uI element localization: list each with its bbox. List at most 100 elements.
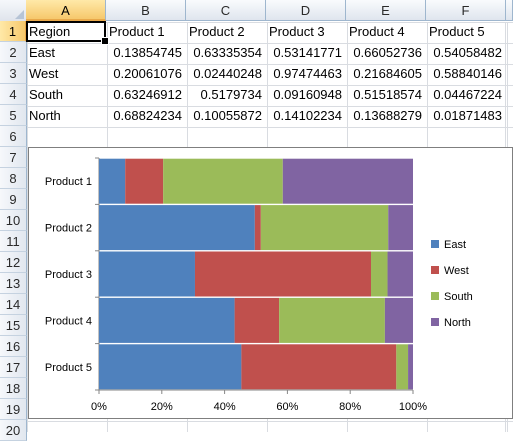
row-header-12[interactable]: 12 <box>0 252 27 273</box>
bar-south-1 <box>163 158 283 204</box>
category-label: Product 1 <box>45 176 92 188</box>
column-header-d[interactable]: D <box>266 0 346 21</box>
cell-c1[interactable]: Product 2 <box>189 24 245 39</box>
column-header-a[interactable]: A <box>26 0 106 21</box>
bar-west-1 <box>125 158 164 204</box>
bar-east-1 <box>99 158 126 204</box>
row-header-1[interactable]: 1 <box>0 21 27 42</box>
row-header-11[interactable]: 11 <box>0 231 27 252</box>
cell-d3[interactable]: 0.97474463 <box>273 66 342 81</box>
cell-d2[interactable]: 0.53141771 <box>273 45 342 60</box>
cell-a4[interactable]: South <box>29 87 63 102</box>
legend-swatch-south <box>431 292 439 300</box>
legend-swatch-east <box>431 240 439 248</box>
bar-west-3 <box>194 251 371 297</box>
cell-e4[interactable]: 0.51518574 <box>353 87 422 102</box>
cell-b5[interactable]: 0.68824234 <box>113 108 182 123</box>
row-header-14[interactable]: 14 <box>0 294 27 315</box>
cell-a3[interactable]: West <box>29 66 59 81</box>
bar-west-5 <box>241 344 397 390</box>
value-tick-label: 100% <box>399 401 427 413</box>
row-header-15[interactable]: 15 <box>0 315 27 336</box>
row-header-7[interactable]: 7 <box>0 147 27 168</box>
cell-c2[interactable]: 0.63335354 <box>193 45 262 60</box>
row-header-6[interactable]: 6 <box>0 126 27 147</box>
cell-a5[interactable]: North <box>29 108 61 123</box>
legend-label-south: South <box>444 291 473 303</box>
cell-c5[interactable]: 0.10055872 <box>193 108 262 123</box>
value-tick-label: 40% <box>214 401 236 413</box>
cell-e2[interactable]: 0.66052736 <box>353 45 422 60</box>
row-header-5[interactable]: 5 <box>0 105 27 126</box>
category-label: Product 4 <box>45 315 92 327</box>
row-header-20[interactable]: 20 <box>0 420 27 441</box>
bar-east-3 <box>99 251 195 297</box>
cell-f4[interactable]: 0.04467224 <box>433 87 502 102</box>
legend-swatch-west <box>431 266 439 274</box>
cell-f3[interactable]: 0.58840146 <box>433 66 502 81</box>
cell-b1[interactable]: Product 1 <box>109 24 165 39</box>
row-header-3[interactable]: 3 <box>0 63 27 84</box>
value-tick-label: 80% <box>339 401 361 413</box>
cell-a2[interactable]: East <box>29 45 56 60</box>
value-tick-label: 0% <box>91 401 107 413</box>
row-header-17[interactable]: 17 <box>0 357 27 378</box>
column-header-g[interactable] <box>506 0 513 21</box>
select-all-icon <box>15 10 24 19</box>
bar-south-3 <box>370 251 388 297</box>
cell-a1[interactable]: Region <box>29 24 71 39</box>
value-tick-label: 20% <box>151 401 173 413</box>
cell-b3[interactable]: 0.20061076 <box>113 66 182 81</box>
category-label: Product 3 <box>45 269 92 281</box>
bar-north-1 <box>282 158 413 204</box>
value-tick-label: 60% <box>276 401 298 413</box>
row-header-19[interactable]: 19 <box>0 399 27 420</box>
cell-d1[interactable]: Product 3 <box>269 24 325 39</box>
bar-west-2 <box>254 205 261 251</box>
bar-north-2 <box>388 205 413 251</box>
legend-swatch-north <box>431 318 439 326</box>
bar-north-5 <box>408 344 413 390</box>
bar-east-5 <box>99 344 242 390</box>
cell-c4[interactable]: 0.5179734 <box>200 87 262 102</box>
legend-label-west: West <box>444 265 469 277</box>
cell-e1[interactable]: Product 4 <box>349 24 405 39</box>
category-label: Product 5 <box>45 362 92 374</box>
bar-east-2 <box>99 205 255 251</box>
chart-svg: Product 1 Product 2 Product 3 Product 4 Prod… <box>45 157 473 413</box>
active-cell-cursor <box>26 21 106 42</box>
bar-east-4 <box>99 297 235 343</box>
cell-b4[interactable]: 0.63246912 <box>113 87 182 102</box>
cell-b2[interactable]: 0.13854745 <box>113 45 182 60</box>
row-header-4[interactable]: 4 <box>0 84 27 105</box>
cell-f1[interactable]: Product 5 <box>429 24 485 39</box>
column-header-f[interactable]: F <box>426 0 506 21</box>
cell-d4[interactable]: 0.09160948 <box>273 87 342 102</box>
cell-d5[interactable]: 0.14102234 <box>273 108 342 123</box>
chart-object[interactable]: Product 1 Product 2 Product 3 Product 4 Prod… <box>28 147 513 419</box>
row-header-9[interactable]: 9 <box>0 189 27 210</box>
cell-e5[interactable]: 0.13688279 <box>353 108 422 123</box>
row-header-16[interactable]: 16 <box>0 336 27 357</box>
bar-west-4 <box>234 297 280 343</box>
column-header-b[interactable]: B <box>106 0 186 21</box>
row-header-18[interactable]: 18 <box>0 378 27 399</box>
select-all-button[interactable] <box>0 0 27 22</box>
bar-north-4 <box>384 297 413 343</box>
cell-f5[interactable]: 0.01871483 <box>433 108 502 123</box>
cell-f2[interactable]: 0.54058482 <box>433 45 502 60</box>
column-header-e[interactable]: E <box>346 0 426 21</box>
row-header-13[interactable]: 13 <box>0 273 27 294</box>
bar-south-5 <box>396 344 409 390</box>
legend-label-north: North <box>444 317 471 329</box>
bar-south-4 <box>279 297 385 343</box>
cell-c3[interactable]: 0.02440248 <box>193 66 262 81</box>
row-header-8[interactable]: 8 <box>0 168 27 189</box>
cell-e3[interactable]: 0.21684605 <box>353 66 422 81</box>
row-header-10[interactable]: 10 <box>0 210 27 231</box>
legend-label-east: East <box>444 239 466 251</box>
row-header-2[interactable]: 2 <box>0 42 27 63</box>
fill-handle[interactable] <box>101 37 109 45</box>
column-header-c[interactable]: C <box>186 0 266 21</box>
